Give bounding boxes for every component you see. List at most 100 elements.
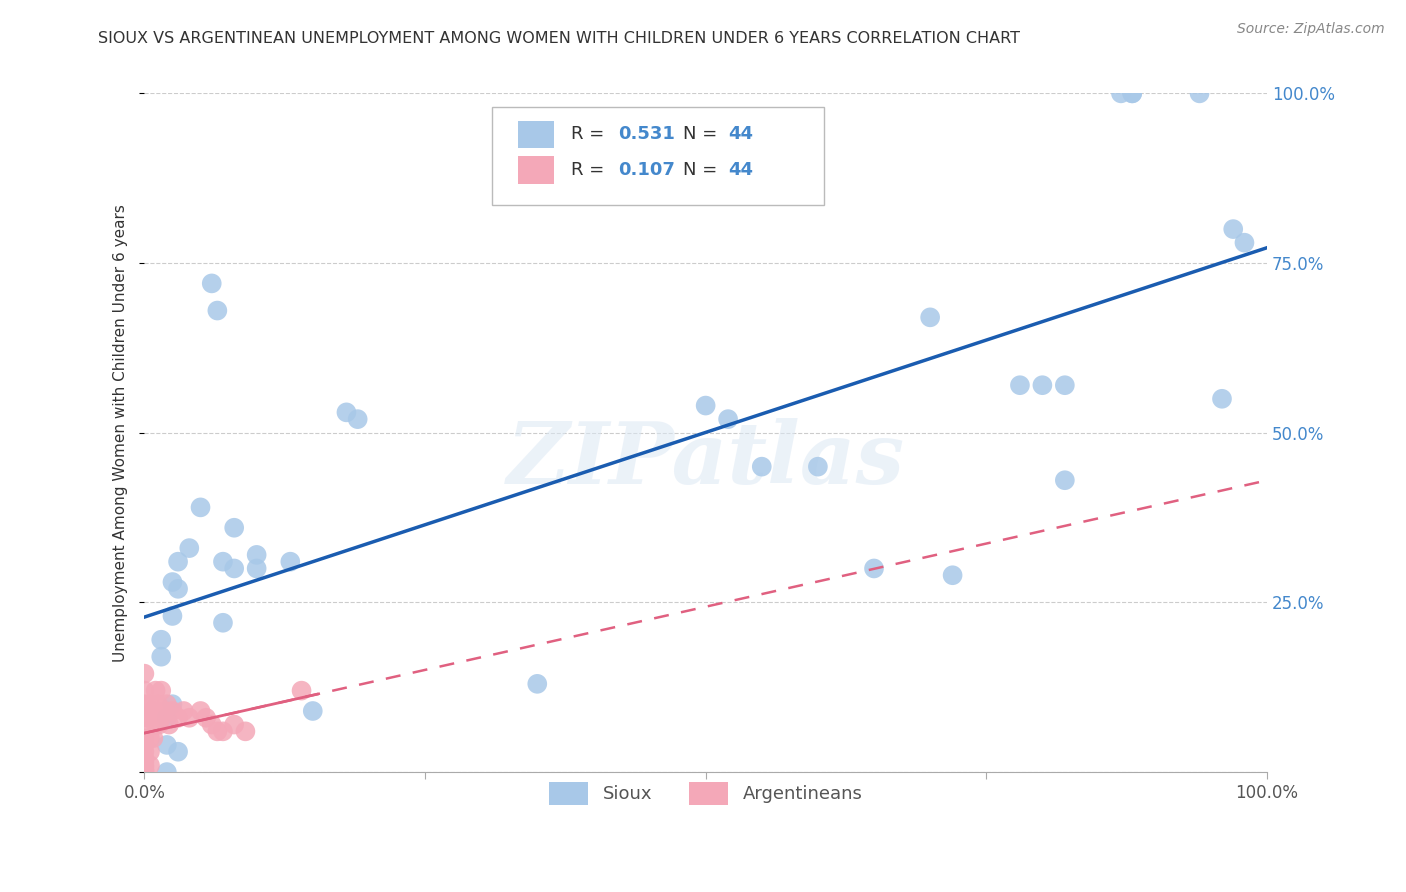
Text: ZIPatlas: ZIPatlas xyxy=(506,418,904,501)
Legend: Sioux, Argentineans: Sioux, Argentineans xyxy=(540,772,872,814)
Point xyxy=(212,555,235,569)
Point xyxy=(335,405,357,419)
Point xyxy=(162,575,184,590)
Point xyxy=(212,615,235,630)
Point xyxy=(1211,392,1233,406)
Point xyxy=(150,711,173,725)
Point xyxy=(717,412,740,426)
Point xyxy=(1188,87,1211,101)
Point xyxy=(134,759,156,773)
Point xyxy=(134,758,156,772)
Point xyxy=(863,561,886,575)
Point xyxy=(134,745,156,759)
Point xyxy=(167,745,190,759)
Point xyxy=(139,731,162,746)
Point xyxy=(156,711,179,725)
Point xyxy=(134,731,156,746)
Point xyxy=(346,412,368,426)
Point xyxy=(1121,87,1143,101)
Text: Source: ZipAtlas.com: Source: ZipAtlas.com xyxy=(1237,22,1385,37)
Point xyxy=(207,303,229,318)
Point xyxy=(134,751,156,765)
Text: 44: 44 xyxy=(728,161,754,179)
Point xyxy=(179,541,201,555)
Point xyxy=(207,724,229,739)
Point xyxy=(190,704,212,718)
Text: R =: R = xyxy=(571,161,610,179)
FancyBboxPatch shape xyxy=(492,107,824,205)
Point xyxy=(526,677,548,691)
Point xyxy=(212,724,235,739)
Point xyxy=(167,582,190,596)
Point xyxy=(246,561,269,575)
Text: R =: R = xyxy=(571,125,610,143)
Point xyxy=(1031,378,1053,392)
Point xyxy=(153,704,176,718)
Point xyxy=(145,683,167,698)
Point xyxy=(148,717,170,731)
Point xyxy=(1222,222,1244,236)
Point xyxy=(134,666,156,681)
Point xyxy=(190,500,212,515)
Point xyxy=(246,548,269,562)
Point xyxy=(156,738,179,752)
Point xyxy=(134,764,156,779)
Point xyxy=(224,561,246,575)
Text: 0.531: 0.531 xyxy=(619,125,675,143)
Point xyxy=(235,724,257,739)
Point xyxy=(134,683,156,698)
Point xyxy=(167,555,190,569)
Point xyxy=(162,609,184,624)
Point xyxy=(139,711,162,725)
Point xyxy=(201,717,224,731)
Point xyxy=(146,697,169,711)
Point xyxy=(807,459,830,474)
Point xyxy=(162,704,184,718)
Point xyxy=(157,717,180,731)
Point xyxy=(1233,235,1256,250)
Point xyxy=(139,758,162,772)
Point xyxy=(167,711,190,725)
Point xyxy=(1008,378,1031,392)
Point xyxy=(142,704,165,718)
Point xyxy=(145,717,167,731)
Point xyxy=(150,649,173,664)
Point xyxy=(134,763,156,777)
Point xyxy=(179,711,201,725)
Point xyxy=(142,731,165,746)
Point xyxy=(134,697,156,711)
Point xyxy=(134,762,156,776)
Point xyxy=(150,683,173,698)
Point xyxy=(156,765,179,780)
Text: SIOUX VS ARGENTINEAN UNEMPLOYMENT AMONG WOMEN WITH CHILDREN UNDER 6 YEARS CORREL: SIOUX VS ARGENTINEAN UNEMPLOYMENT AMONG … xyxy=(98,31,1021,46)
Point xyxy=(201,277,224,291)
Y-axis label: Unemployment Among Women with Children Under 6 years: Unemployment Among Women with Children U… xyxy=(114,203,128,662)
Point xyxy=(134,738,156,752)
FancyBboxPatch shape xyxy=(519,120,554,148)
Point xyxy=(301,704,323,718)
Point xyxy=(278,555,301,569)
Point xyxy=(139,697,162,711)
Text: 44: 44 xyxy=(728,125,754,143)
Point xyxy=(134,711,156,725)
Point xyxy=(156,697,179,711)
Point xyxy=(695,399,717,413)
Point xyxy=(290,683,312,698)
Point xyxy=(150,632,173,647)
FancyBboxPatch shape xyxy=(519,156,554,184)
Text: 0.107: 0.107 xyxy=(619,161,675,179)
Point xyxy=(134,724,156,739)
Point xyxy=(139,745,162,759)
Text: N =: N = xyxy=(683,161,723,179)
Point xyxy=(1053,473,1076,487)
Point xyxy=(751,459,773,474)
Point xyxy=(195,711,218,725)
Point xyxy=(1053,378,1076,392)
Text: N =: N = xyxy=(683,125,723,143)
Point xyxy=(224,521,246,535)
Point xyxy=(173,704,195,718)
Point xyxy=(942,568,965,582)
Point xyxy=(134,755,156,769)
Point xyxy=(920,310,942,325)
Point xyxy=(224,717,246,731)
